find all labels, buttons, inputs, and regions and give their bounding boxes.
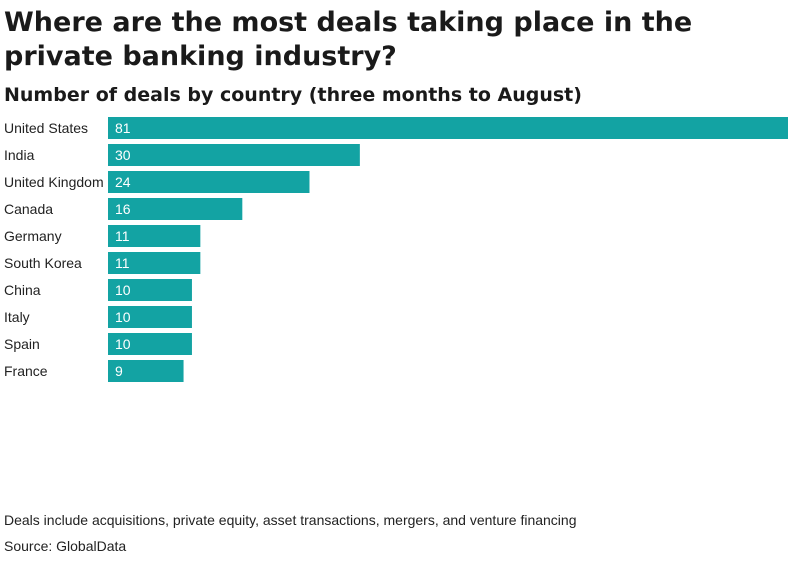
- category-label-italy: Italy: [4, 309, 30, 325]
- category-label-germany: Germany: [4, 228, 62, 244]
- bar-chart: United States 81 India 30 United Kingdom 24 Ca…: [4, 117, 788, 382]
- bar-france: [108, 360, 184, 382]
- category-label-china: China: [4, 282, 41, 298]
- category-label-india: India: [4, 147, 35, 163]
- chart-footnote: Deals include acquisitions, private equi…: [4, 512, 577, 528]
- bar-south-korea: [108, 252, 201, 274]
- category-label-south-korea: South Korea: [4, 255, 82, 271]
- category-label-france: France: [4, 363, 48, 379]
- category-label-canada: Canada: [4, 201, 53, 217]
- value-label-china: 10: [115, 282, 131, 298]
- bar-spain: [108, 333, 192, 355]
- value-label-canada: 16: [115, 201, 131, 217]
- value-label-india: 30: [115, 147, 131, 163]
- chart-source: Source: GlobalData: [4, 538, 127, 554]
- bar-china: [108, 279, 192, 301]
- category-label-united-kingdom: United Kingdom: [4, 174, 104, 190]
- value-label-germany: 11: [115, 228, 130, 244]
- value-label-spain: 10: [115, 336, 131, 352]
- category-label-united-states: United States: [4, 120, 88, 136]
- category-label-spain: Spain: [4, 336, 40, 352]
- value-label-south-korea: 11: [115, 255, 130, 271]
- chart-subtitle: Number of deals by country (three months…: [4, 84, 582, 106]
- bar-canada: [108, 198, 243, 220]
- value-label-france: 9: [115, 363, 123, 379]
- bar-united-kingdom: [108, 171, 310, 193]
- value-label-italy: 10: [115, 309, 131, 325]
- bar-india: [108, 144, 360, 166]
- bar-italy: [108, 306, 192, 328]
- bar-germany: [108, 225, 201, 247]
- value-label-united-kingdom: 24: [115, 174, 131, 190]
- value-label-united-states: 81: [115, 120, 131, 136]
- bar-united-states: [108, 117, 788, 139]
- chart-title: Where are the most deals taking place in…: [4, 7, 693, 72]
